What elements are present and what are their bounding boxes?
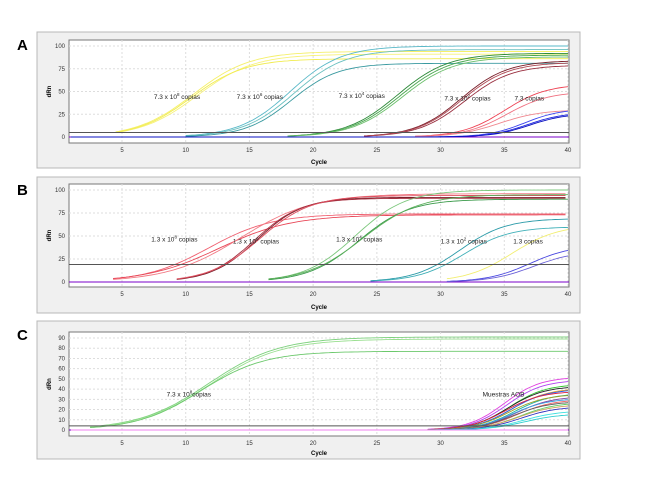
x-tick-label: 30: [437, 148, 444, 154]
amplification-curve: [113, 214, 566, 279]
x-axis-label: Cycle: [311, 451, 328, 457]
panel-label-c: C: [17, 327, 28, 344]
x-tick-label: 20: [310, 148, 317, 154]
y-tick-label: 100: [55, 44, 66, 50]
y-axis-label: dRn: [47, 85, 53, 97]
x-tick-label: 40: [565, 148, 572, 154]
x-tick-label: 5: [120, 148, 124, 154]
y-tick-label: 25: [58, 257, 65, 263]
y-axis-label: dRn: [47, 378, 53, 390]
curve-annotation: 7.3 x 108copias: [167, 389, 212, 398]
x-tick-label: 35: [501, 441, 508, 447]
x-tick-label: 40: [565, 441, 572, 447]
x-tick-label: 30: [437, 292, 444, 298]
curve-annotation: 1.3 copias: [513, 238, 543, 245]
y-tick-label: 75: [58, 67, 65, 73]
amplification-curve: [71, 115, 569, 138]
y-tick-label: 40: [58, 387, 65, 393]
amplification-curve: [268, 194, 568, 280]
x-tick-label: 25: [374, 148, 381, 154]
amplification-curve: [370, 226, 569, 282]
amplification-curve: [90, 336, 568, 428]
y-tick-label: 30: [58, 397, 65, 403]
y-tick-label: 20: [58, 408, 65, 414]
amplification-curve: [287, 56, 569, 137]
x-tick-label: 10: [182, 441, 189, 447]
x-tick-label: 15: [246, 441, 253, 447]
x-axis-label: Cycle: [311, 160, 328, 166]
y-tick-label: 90: [58, 336, 65, 342]
x-tick-label: 25: [374, 292, 381, 298]
x-tick-label: 15: [246, 292, 253, 298]
amplification-curve: [364, 65, 569, 137]
amplification-curve: [185, 62, 568, 137]
amplification-curve: [115, 51, 568, 133]
amplification-curve: [427, 391, 569, 430]
amplification-curve: [446, 249, 569, 282]
y-tick-label: 0: [62, 135, 66, 141]
amplification-curve: [90, 338, 568, 428]
amplification-curve: [185, 49, 568, 137]
amplification-curve: [287, 52, 568, 137]
curve-annotation: 7.3 x 104 copias: [339, 91, 386, 100]
y-tick-label: 50: [58, 234, 65, 240]
x-axis-label: Cycle: [311, 305, 328, 311]
x-tick-label: 5: [120, 441, 124, 447]
curve-annotation: 1.3 x 106 copias: [233, 236, 280, 245]
amplification-curve: [113, 213, 566, 280]
curve-annotation: 1.3 x 104 copias: [336, 235, 383, 244]
y-axis-label: dRn: [47, 229, 53, 241]
curve-annotation: 1.3 x 102 copias: [441, 236, 488, 245]
y-tick-label: 80: [58, 346, 65, 352]
x-tick-label: 35: [501, 148, 508, 154]
amplification-curve: [176, 197, 566, 280]
amplification-curve: [268, 198, 568, 281]
panel-c: 5 10 15 20 25 30 35 40 0 10 20 30 40 50 60 70 80 90 Cycle d…: [36, 320, 581, 460]
y-tick-label: 60: [58, 367, 65, 373]
amplification-curve: [90, 350, 568, 429]
amplification-curve: [185, 45, 568, 136]
x-tick-label: 35: [501, 292, 508, 298]
y-tick-label: 50: [58, 90, 65, 96]
x-tick-label: 15: [246, 148, 253, 154]
x-tick-label: 10: [182, 292, 189, 298]
y-tick-label: 10: [58, 418, 65, 424]
amplification-curve: [415, 86, 569, 137]
x-tick-label: 20: [310, 441, 317, 447]
amplification-curve: [415, 110, 569, 137]
amplification-curve: [370, 218, 569, 282]
amplification-curve: [115, 53, 568, 134]
x-tick-label: 30: [437, 441, 444, 447]
panel-label-a: A: [17, 37, 28, 54]
y-tick-label: 100: [55, 188, 66, 194]
amplification-curve: [446, 229, 569, 280]
amplification-curve: [446, 255, 569, 282]
y-tick-label: 25: [58, 112, 65, 118]
curve-annotation: Muestras AOB: [483, 391, 525, 398]
amplification-curve: [115, 58, 568, 133]
x-tick-label: 20: [310, 292, 317, 298]
x-tick-label: 5: [120, 292, 124, 298]
y-tick-label: 0: [62, 280, 66, 286]
amplification-curve: [287, 54, 568, 137]
panel-label-b: B: [17, 182, 28, 199]
curve-annotation: 7.3 x 102 copias: [444, 94, 491, 103]
curve-annotation: 7.3 x 108 copias: [154, 92, 201, 101]
y-tick-label: 75: [58, 211, 65, 217]
y-tick-label: 70: [58, 356, 65, 362]
curve-annotation: 1.3 x 108 copias: [151, 235, 198, 244]
curve-annotation: 7.3 copias: [514, 96, 544, 103]
amplification-curve: [427, 377, 569, 430]
y-tick-label: 0: [62, 428, 66, 434]
x-tick-label: 40: [565, 292, 572, 298]
x-tick-label: 25: [374, 441, 381, 447]
x-tick-label: 10: [182, 148, 189, 154]
panel-b: 5 10 15 20 25 30 35 40 0 25 50 75 100 Cycle dRn 1.3 x 1…: [36, 176, 581, 314]
panel-a: 5 10 15 20 25 30 35 40 0 25 50 75 100 Cycle dRn 7.3 x 1…: [36, 31, 581, 169]
curve-annotation: 7.3 x 106 copias: [237, 92, 284, 101]
plot-area: [68, 331, 570, 437]
y-tick-label: 50: [58, 377, 65, 383]
